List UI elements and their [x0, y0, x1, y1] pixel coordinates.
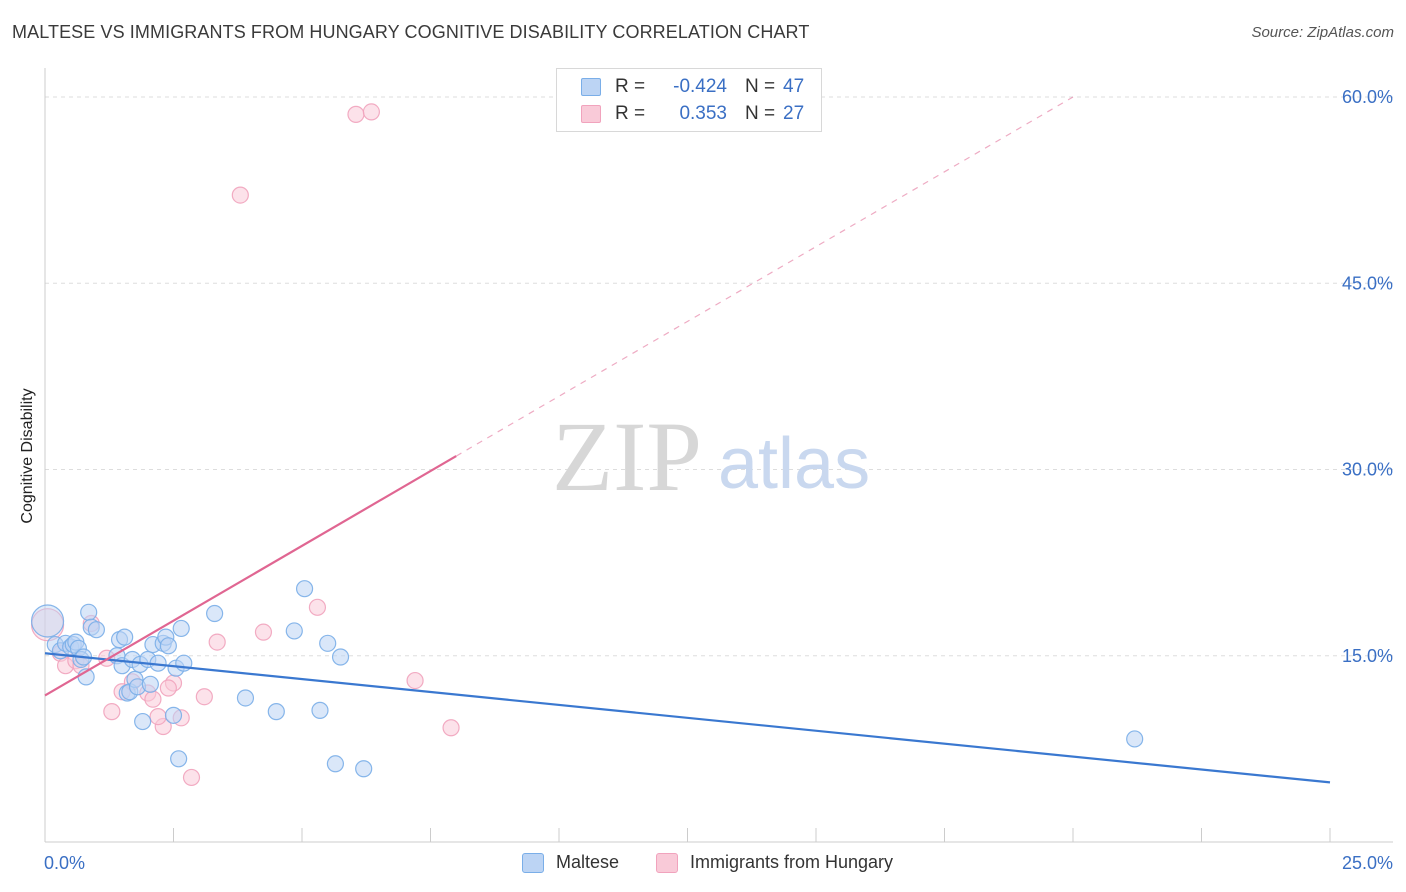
source-label: Source: ZipAtlas.com — [1251, 24, 1394, 41]
series-hungary-points — [30, 103, 460, 787]
hungary-trend-line-dashed — [455, 96, 1074, 457]
maltese-point — [331, 648, 350, 666]
stats-row-maltese: R = -0.424 N = 47 — [581, 74, 804, 100]
watermark: ZIP atlas — [552, 401, 870, 512]
y-tick-label: 30.0% — [1342, 460, 1393, 480]
grid-lines — [45, 96, 1393, 657]
maltese-point — [1126, 730, 1144, 748]
maltese-point — [311, 701, 329, 719]
x-tick-label-min: 0.0% — [44, 853, 85, 873]
maltese-point — [116, 628, 134, 646]
hungary-point — [254, 623, 273, 641]
maltese-point — [267, 703, 285, 721]
x-tick-label-max: 25.0% — [1342, 853, 1393, 873]
hungary-point — [149, 707, 167, 726]
hungary-point — [442, 719, 460, 737]
n-value: 47 — [783, 76, 805, 97]
legend-item-maltese[interactable]: Maltese — [522, 852, 619, 873]
stats-row-hungary: R = 0.353 N = 27 — [581, 101, 804, 127]
maltese-point — [164, 706, 183, 724]
hungary-point — [159, 679, 177, 697]
hungary-point — [347, 105, 365, 123]
maltese-point — [87, 621, 106, 639]
legend: Maltese Immigrants from Hungary — [0, 852, 1406, 878]
maltese-trend-line — [44, 652, 1331, 784]
n-label: N = — [745, 103, 776, 124]
legend-swatch-maltese — [522, 852, 544, 873]
r-label: R = — [615, 76, 646, 97]
maltese-point — [159, 637, 177, 655]
r-value: -0.424 — [673, 76, 727, 97]
maltese-point — [319, 634, 337, 652]
n-value: 27 — [783, 103, 805, 124]
hungary-point — [144, 690, 162, 708]
axes — [44, 68, 1393, 843]
hungary-point — [208, 633, 226, 651]
hungary-point — [362, 103, 380, 121]
hungary-trend-line-solid — [44, 455, 457, 697]
hungary-point — [308, 598, 327, 616]
maltese-point — [355, 760, 373, 778]
hungary-point — [406, 671, 424, 690]
trend-lines — [44, 96, 1331, 784]
maltese-point — [141, 675, 159, 693]
legend-label-maltese: Maltese — [556, 852, 620, 872]
maltese-point — [80, 603, 98, 621]
maltese-point — [285, 622, 303, 640]
watermark-atlas: atlas — [718, 424, 870, 504]
legend-swatch-hungary — [656, 852, 678, 873]
stats-swatch-hungary — [581, 105, 601, 123]
maltese-point — [236, 689, 255, 707]
y-tick-label: 45.0% — [1342, 273, 1393, 293]
n-label: N = — [745, 76, 776, 97]
maltese-point — [326, 755, 345, 773]
y-tick-label: 60.0% — [1342, 87, 1393, 107]
legend-label-hungary: Immigrants from Hungary — [690, 852, 894, 872]
hungary-point — [231, 186, 249, 204]
tick-labels: 15.0% 30.0% 45.0% 60.0% 0.0% 25.0% — [44, 87, 1393, 873]
series-maltese-points — [30, 580, 1144, 778]
r-value: 0.353 — [679, 103, 727, 124]
maltese-point — [30, 604, 65, 638]
stats-box: R = -0.424 N = 47 R = 0.353 N = 27 — [556, 68, 822, 132]
chart-title: MALTESE VS IMMIGRANTS FROM HUNGARY COGNI… — [12, 22, 810, 42]
watermark-zip: ZIP — [552, 401, 702, 512]
stats-swatch-maltese — [581, 78, 601, 96]
hungary-point — [182, 768, 201, 787]
maltese-point — [170, 750, 188, 768]
maltese-point — [134, 712, 152, 731]
r-label: R = — [615, 103, 646, 124]
maltese-point — [172, 619, 190, 638]
hungary-point — [195, 688, 213, 706]
legend-item-hungary[interactable]: Immigrants from Hungary — [656, 852, 893, 873]
maltese-point — [206, 604, 224, 623]
y-tick-label: 15.0% — [1342, 646, 1393, 666]
hungary-point — [103, 703, 121, 721]
maltese-point — [295, 580, 314, 598]
